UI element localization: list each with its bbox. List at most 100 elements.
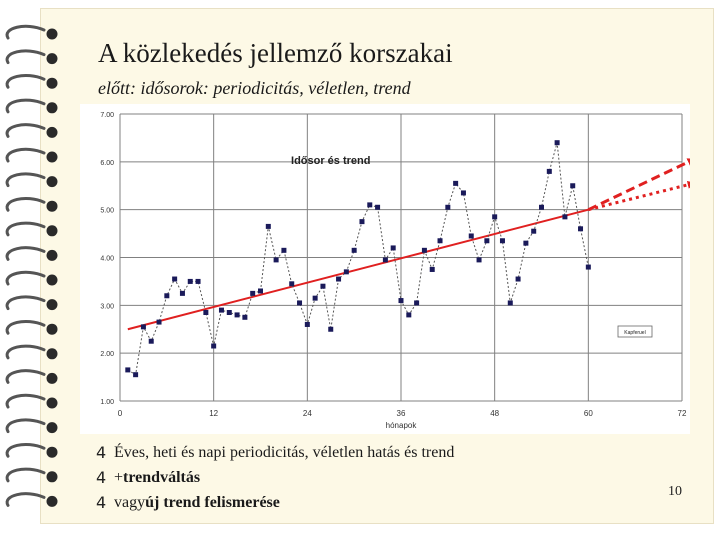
- spiral-ring: [5, 197, 46, 212]
- data-point: [468, 233, 474, 239]
- trend-change-arrow: [587, 158, 690, 212]
- spiral-hole: [46, 102, 58, 114]
- data-point: [148, 338, 154, 344]
- data-point: [398, 298, 404, 304]
- spiral-ring: [5, 270, 46, 286]
- data-point: [179, 290, 185, 296]
- spiral-hole: [46, 151, 58, 163]
- data-point: [539, 204, 544, 210]
- data-point: [484, 238, 490, 244]
- slide-title: A közlekedés jellemző korszakai: [98, 38, 453, 68]
- spiral-ring: [5, 49, 46, 65]
- data-point: [531, 228, 537, 234]
- data-point: [507, 300, 513, 306]
- spiral-ring: [5, 320, 46, 335]
- chart-title: Idősor és trend: [291, 155, 370, 167]
- data-point: [312, 295, 318, 301]
- data-point: [406, 312, 412, 318]
- data-point: [133, 372, 139, 378]
- bullet-text: +: [114, 468, 124, 486]
- spiral-hole: [46, 323, 58, 335]
- spiral-hole: [46, 348, 58, 360]
- data-point: [429, 266, 435, 272]
- spiral-ring: [5, 24, 46, 40]
- spiral-ring: [5, 246, 46, 261]
- spiral-hole: [46, 249, 58, 261]
- spiral-hole: [46, 77, 58, 89]
- time-series-chart: 0 12 24 36 48 60 72 1.00 2.00 3.00 4.00 5.00 6.00 7.0…: [100, 112, 690, 430]
- y-tick-label: 7.00: [100, 112, 114, 119]
- data-point: [414, 300, 420, 306]
- data-point: [476, 257, 482, 263]
- spiral-hole: [46, 397, 58, 409]
- spiral-hole: [46, 274, 58, 286]
- data-point: [258, 288, 263, 294]
- data-point: [585, 264, 591, 270]
- chart-legend: Kapferuel: [617, 325, 653, 338]
- data-point: [343, 269, 349, 275]
- spiral-hole: [46, 372, 58, 384]
- data-point: [281, 247, 287, 253]
- x-tick-label: 0: [118, 409, 123, 418]
- x-tick-label: 12: [209, 409, 218, 418]
- data-point: [289, 281, 295, 287]
- data-point: [562, 214, 568, 220]
- spiral-ring: [5, 221, 46, 237]
- data-point: [515, 276, 521, 282]
- spiral-hole: [46, 53, 58, 65]
- spiral-hole: [46, 200, 58, 212]
- data-point: [226, 310, 232, 316]
- spiral-ring: [5, 98, 46, 114]
- spiral-binding: [5, 24, 58, 507]
- y-tick-label: 2.00: [100, 351, 114, 358]
- data-point: [273, 257, 279, 263]
- data-point: [125, 367, 131, 373]
- bullet-marker: 4: [96, 443, 107, 462]
- bullet-item: 4 vagy új trend felismerése: [96, 490, 454, 515]
- data-point: [375, 204, 381, 210]
- y-tick-label: 6.00: [100, 160, 114, 167]
- bullet-list: 4 Éves, heti és napi periodicitás, vélet…: [96, 440, 454, 515]
- data-point: [211, 343, 217, 349]
- data-point: [554, 140, 560, 146]
- spiral-ring: [5, 443, 46, 458]
- trend-line: [127, 208, 589, 331]
- y-tick-label: 4.00: [100, 256, 114, 263]
- data-point: [492, 214, 498, 220]
- spiral-ring: [5, 418, 46, 434]
- spiral-hole: [46, 471, 58, 483]
- data-point: [320, 283, 326, 289]
- data-point: [187, 278, 193, 284]
- data-point: [460, 190, 466, 196]
- data-point: [172, 276, 178, 282]
- data-point: [156, 319, 162, 325]
- legend-box: [617, 325, 653, 338]
- data-point: [164, 293, 170, 299]
- spiral-ring: [5, 123, 46, 138]
- data-point: [367, 202, 373, 208]
- x-tick-label: 24: [303, 409, 312, 418]
- slide-subtitle: előtt: idősorok: periodicitás, véletlen,…: [98, 78, 411, 98]
- spiral-hole: [46, 299, 58, 311]
- chart-grid: [119, 113, 683, 402]
- bullet-item: 4 Éves, heti és napi periodicitás, vélet…: [96, 440, 454, 465]
- bullet-text: vagy: [114, 493, 146, 511]
- spiral-ring: [5, 492, 46, 507]
- data-point: [250, 290, 256, 296]
- spiral-ring: [5, 369, 46, 384]
- bullet-bold-text: új trend felismerése: [145, 493, 280, 511]
- data-point: [453, 180, 459, 186]
- spiral-hole: [46, 495, 58, 507]
- data-point: [359, 219, 365, 225]
- chart-container: 0 12 24 36 48 60 72 1.00 2.00 3.00 4.00 5.00 6.00 7.0…: [80, 104, 690, 434]
- data-point: [328, 326, 334, 332]
- y-tick-label: 5.00: [100, 208, 114, 215]
- data-point: [140, 324, 146, 330]
- data-point: [336, 276, 342, 282]
- spiral-hole: [46, 28, 58, 40]
- legend-label: Kapferuel: [624, 330, 645, 336]
- bullet-item: 4 + trendváltás: [96, 465, 454, 490]
- x-tick-label: 60: [584, 409, 593, 418]
- data-point: [265, 223, 271, 229]
- spiral-ring: [5, 467, 46, 483]
